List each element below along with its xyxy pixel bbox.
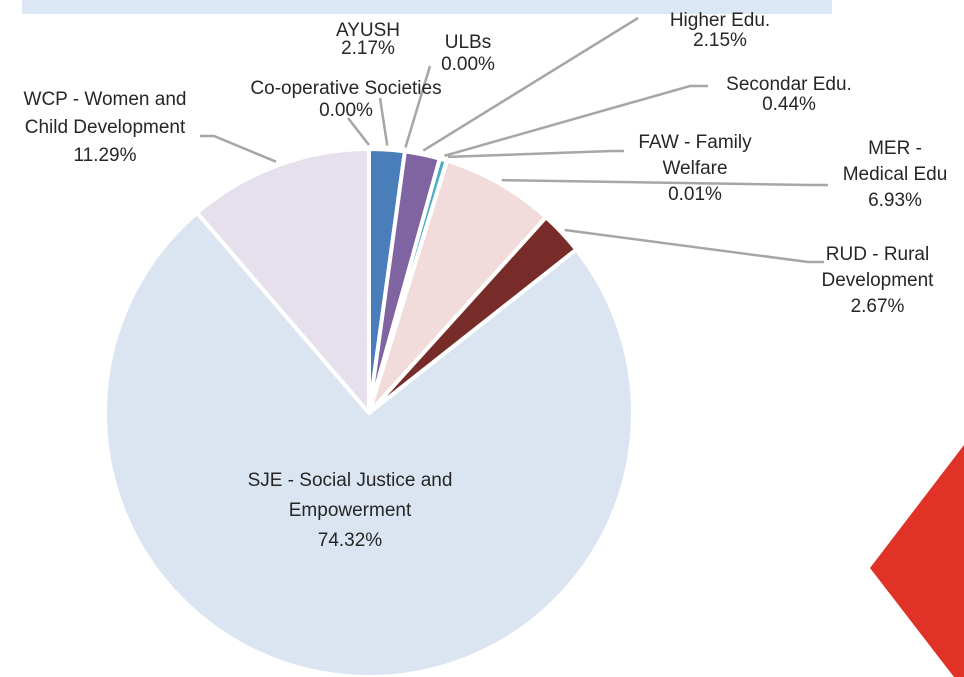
label-cooperative-value: 0.00%: [319, 100, 373, 121]
label-rud: RUD - Rural Development 2.67%: [800, 242, 955, 320]
pie-slices: [103, 147, 635, 677]
label-ayush-value: 2.17%: [341, 38, 395, 59]
label-sje: SJE - Social Justice and Empowerment 74.…: [215, 466, 485, 556]
label-rud-name-1: RUD - Rural: [825, 244, 930, 265]
leader-line-cooperative: [347, 117, 370, 146]
label-secondary-edu-name: Secondar Edu.: [726, 74, 852, 95]
label-sje-name-1: SJE - Social Justice and: [247, 470, 453, 491]
label-ulbs-name: ULBs: [444, 32, 492, 53]
label-faw: FAW - Family Welfare 0.01%: [620, 130, 770, 208]
label-higher-edu-name: Higher Edu.: [669, 10, 771, 31]
label-faw-name-1: FAW - Family: [638, 132, 752, 153]
label-rud-value: 2.67%: [850, 296, 905, 317]
leader-line-wcp: [200, 134, 277, 163]
leader-line-mer: [501, 178, 828, 187]
label-mer-name-1: MER -: [868, 138, 922, 159]
leader-line-rud: [564, 228, 824, 264]
label-wcp: WCP - Women and Child Development 11.29%: [0, 86, 210, 170]
label-ayush: AYUSH 2.17%: [318, 18, 418, 62]
leader-line-faw: [448, 149, 624, 159]
label-wcp-value: 11.29%: [73, 145, 137, 166]
label-sje-value: 74.32%: [317, 530, 383, 551]
label-faw-name-2: Welfare: [662, 158, 728, 179]
label-rud-name-2: Development: [821, 270, 934, 291]
label-ulbs-value: 0.00%: [441, 54, 495, 75]
pie-slice-mer: [367, 158, 549, 415]
leader-line-secondary-edu: [444, 84, 708, 158]
label-secondary-edu: Secondar Edu. 0.44%: [704, 72, 874, 118]
label-cooperative-name: Co-operative Societies: [250, 78, 442, 99]
leader-lines: [200, 16, 828, 264]
label-higher-edu: Higher Edu. 2.15%: [640, 8, 800, 54]
leader-line-higher-edu: [422, 16, 639, 152]
label-sje-name-2: Empowerment: [288, 500, 412, 521]
label-cooperative: Co-operative Societies 0.00%: [228, 76, 464, 124]
label-wcp-name-2: Child Development: [24, 117, 186, 138]
pie-slice-sje: [103, 210, 635, 677]
pie-slice-wcp: [195, 147, 371, 415]
label-ulbs: ULBs 0.00%: [418, 30, 518, 78]
label-secondary-edu-value: 0.44%: [762, 94, 816, 115]
top-band: [22, 0, 832, 14]
label-mer: MER - Medical Edu 6.93%: [820, 136, 964, 214]
red-accent-shape: [870, 445, 964, 677]
leader-line-ulbs: [404, 65, 432, 148]
label-ayush-name: AYUSH: [335, 20, 401, 41]
leader-line-ayush: [378, 97, 389, 146]
label-higher-edu-value: 2.15%: [693, 30, 747, 51]
label-wcp-name-1: WCP - Women and: [23, 89, 187, 110]
label-mer-name-2: Medical Edu: [842, 164, 948, 185]
label-faw-value: 0.01%: [668, 184, 722, 205]
label-mer-value: 6.93%: [868, 190, 922, 211]
